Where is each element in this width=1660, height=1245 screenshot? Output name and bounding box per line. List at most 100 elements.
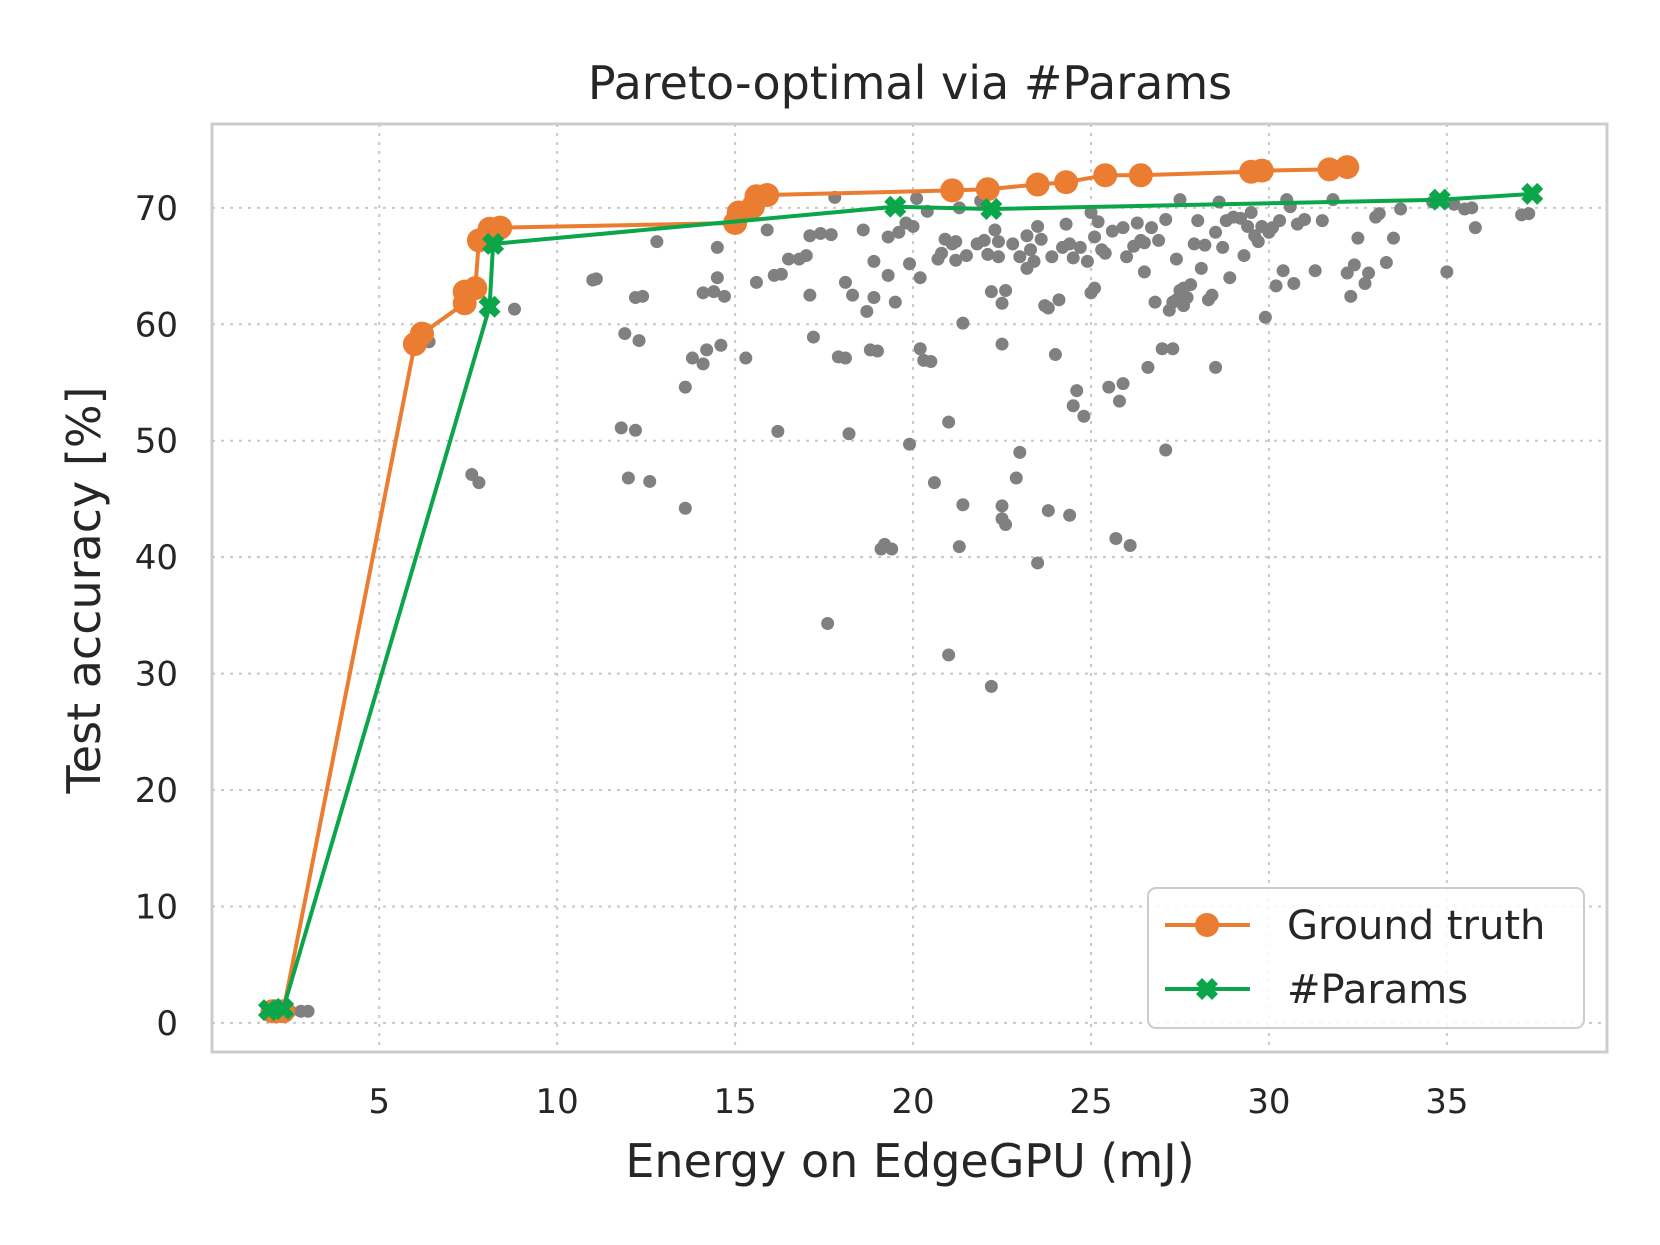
scatter-point [678, 501, 692, 515]
scatter-point [1013, 250, 1027, 264]
scatter-point [1088, 230, 1102, 244]
scatter-point [814, 226, 828, 240]
scatter-point [739, 351, 753, 365]
scatter-point [999, 284, 1013, 298]
series-marker [463, 276, 488, 301]
scatter-point [892, 225, 906, 239]
scatter-point [1276, 264, 1290, 278]
scatter-point [1298, 212, 1312, 226]
scatter-point [1034, 232, 1048, 246]
scatter-point [991, 250, 1005, 264]
scatter-point [1116, 221, 1130, 235]
series-marker [980, 197, 1003, 220]
scatter-point [1194, 261, 1208, 275]
scatter-point [507, 302, 521, 316]
scatter-point [1216, 240, 1230, 254]
scatter-point [881, 230, 895, 244]
x-tick-label: 25 [1069, 1082, 1112, 1122]
scatter-point [1112, 394, 1126, 408]
y-tick-label: 10 [135, 887, 178, 927]
series-line [268, 191, 1533, 1013]
scatter-point [910, 192, 924, 206]
scatter-point [1315, 214, 1329, 228]
series-marker [1335, 155, 1360, 180]
scatter-point [956, 498, 970, 512]
series-marker [1521, 182, 1544, 205]
series-marker [488, 215, 513, 240]
scatter-point [942, 415, 956, 429]
scatter-point [1522, 207, 1536, 221]
background-points [269, 190, 1536, 1018]
scatter-point [956, 316, 970, 330]
scatter-point [935, 246, 949, 260]
scatter-point [1169, 252, 1183, 266]
scatter-point [301, 1004, 315, 1018]
scatter-point [1155, 342, 1169, 356]
scatter-point [803, 229, 817, 243]
scatter-point [1166, 342, 1180, 356]
scatter-point [803, 288, 817, 302]
scatter-point [1269, 279, 1283, 293]
scatter-point [1173, 193, 1187, 207]
y-axis-ticks: 0 10 20 30 40 50 60 70 [135, 189, 178, 1044]
scatter-point [1244, 205, 1258, 219]
scatter-point [1009, 471, 1023, 485]
scatter-point [913, 342, 927, 356]
scatter-point [1184, 278, 1198, 292]
plot-frame [210, 122, 1609, 1054]
scatter-point [913, 271, 927, 285]
scatter-point [838, 275, 852, 289]
scatter-point [821, 617, 835, 631]
scatter-point [717, 289, 731, 303]
scatter-point [1326, 193, 1340, 207]
scatter-point [959, 249, 973, 263]
series-marker [1249, 158, 1274, 183]
scatter-point [977, 233, 991, 247]
scatter-point [1066, 251, 1080, 265]
y-tick-label: 20 [135, 771, 178, 811]
scatter-point [1394, 202, 1408, 216]
y-tick-label: 0 [156, 1004, 178, 1044]
scatter-point [1123, 539, 1137, 553]
scatter-point [1205, 288, 1219, 302]
series-marker [409, 321, 434, 346]
scatter-point [472, 476, 486, 490]
scatter-point [1308, 264, 1322, 278]
scatter-point [888, 295, 902, 309]
y-tick-label: 30 [135, 655, 178, 695]
scatter-point [1251, 235, 1265, 249]
legend-label: Ground truth [1287, 903, 1545, 949]
scatter-point [1344, 289, 1358, 303]
legend: Ground truth #Params [1147, 887, 1585, 1029]
scatter-point [1180, 290, 1194, 304]
scatter-point [628, 423, 642, 437]
scatter-point [885, 542, 899, 556]
scatter-point [1023, 243, 1037, 257]
series-marker [1025, 172, 1050, 197]
scatter-point [760, 223, 774, 237]
scatter-point [1109, 532, 1123, 546]
scatter-point [984, 285, 998, 299]
x-tick-label: 30 [1247, 1082, 1290, 1122]
series-marker [1093, 163, 1118, 188]
scatter-point [1187, 237, 1201, 251]
x-axis-ticks: 5 10 15 20 25 30 35 [368, 1082, 1468, 1122]
scatter-point [1020, 229, 1034, 243]
scatter-point [903, 437, 916, 451]
scatter-point [867, 290, 881, 304]
y-tick-label: 40 [135, 538, 178, 578]
scatter-point [696, 286, 710, 300]
series-marker [478, 295, 501, 318]
scatter-point [838, 351, 852, 365]
scatter-point [1116, 377, 1130, 391]
scatter-point [1130, 216, 1144, 230]
scatter-point [1144, 221, 1158, 235]
scatter-point [700, 343, 714, 357]
scatter-point [1212, 195, 1226, 209]
scatter-point [1063, 237, 1077, 251]
scatter-point [771, 424, 785, 438]
scatter-point [846, 288, 860, 302]
scatter-point [1098, 246, 1112, 260]
scatter-point [1379, 256, 1393, 270]
